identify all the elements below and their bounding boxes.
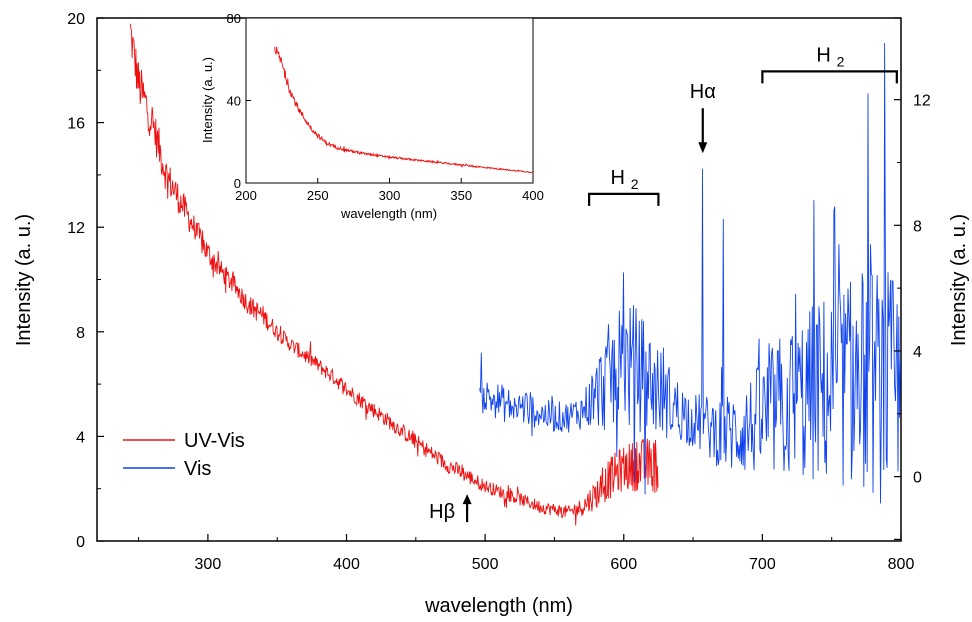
hbeta-arrowhead: [462, 494, 472, 505]
h2-label: H: [816, 44, 830, 66]
x-axis-title: wavelength (nm): [424, 595, 573, 617]
inset-y-axis-title: Intensity (a. u.): [200, 57, 215, 143]
inset-x-tick-label: 300: [379, 188, 401, 203]
h2-subscript: 2: [837, 53, 845, 69]
inset-x-tick-label: 350: [450, 188, 472, 203]
inset-y-tick-label: 0: [234, 176, 241, 191]
y-tick-label-right: 12: [913, 93, 931, 110]
series-line-uv-vis: [129, 23, 659, 526]
h2-bracket: [761, 70, 898, 84]
inset-axes-layer: 200 250 300 350 400 0 40 80: [227, 11, 544, 203]
x-tick-label: 800: [888, 556, 915, 573]
inset-x-tick-label: 250: [307, 188, 329, 203]
x-tick-label: 500: [472, 556, 499, 573]
h2-label: H: [611, 167, 625, 189]
y-tick-label-right: 0: [913, 470, 922, 487]
y-tick-label-left: 20: [67, 11, 85, 28]
y-tick-label-left: 8: [76, 325, 85, 342]
halpha-arrowhead: [698, 142, 708, 154]
inset-x-tick-label: 400: [522, 188, 544, 203]
legend: UV-Vis Vis: [123, 430, 245, 480]
y-tick-label-left: 16: [67, 116, 85, 133]
inset-series-line-uv-vis: [274, 46, 534, 174]
inset-y-tick-label: 40: [227, 94, 241, 109]
y-tick-label-right: 8: [913, 218, 922, 235]
inset-series-layer: [274, 46, 534, 174]
halpha-label: Hα: [690, 81, 716, 103]
h2-bracket: [588, 192, 660, 206]
inset-x-tick-label: 200: [235, 188, 257, 203]
h2-subscript: 2: [631, 176, 639, 192]
x-tick-label: 600: [610, 556, 637, 573]
series-line-vis: [479, 43, 901, 504]
y-tick-label-left: 0: [76, 534, 85, 551]
legend-label-uv-vis: UV-Vis: [184, 430, 245, 452]
y-axis-title-left: Intensity (a. u.): [13, 214, 35, 346]
y-axis-title-right: Intensity (a. u.): [948, 214, 970, 346]
y-tick-label-right: 4: [913, 344, 922, 361]
inset-y-tick-label: 80: [227, 11, 241, 26]
x-tick-label: 700: [749, 556, 776, 573]
x-tick-label: 400: [333, 556, 360, 573]
legend-label-vis: Vis: [184, 458, 211, 480]
y-tick-label-left: 4: [76, 429, 85, 446]
y-tick-label-left: 12: [67, 220, 85, 237]
inset-plot-background: [246, 18, 533, 183]
hbeta-label: Hβ: [429, 501, 455, 523]
inset-x-axis-title: wavelength (nm): [340, 206, 437, 221]
main-series-layer: [129, 23, 901, 526]
x-tick-label: 300: [195, 556, 222, 573]
